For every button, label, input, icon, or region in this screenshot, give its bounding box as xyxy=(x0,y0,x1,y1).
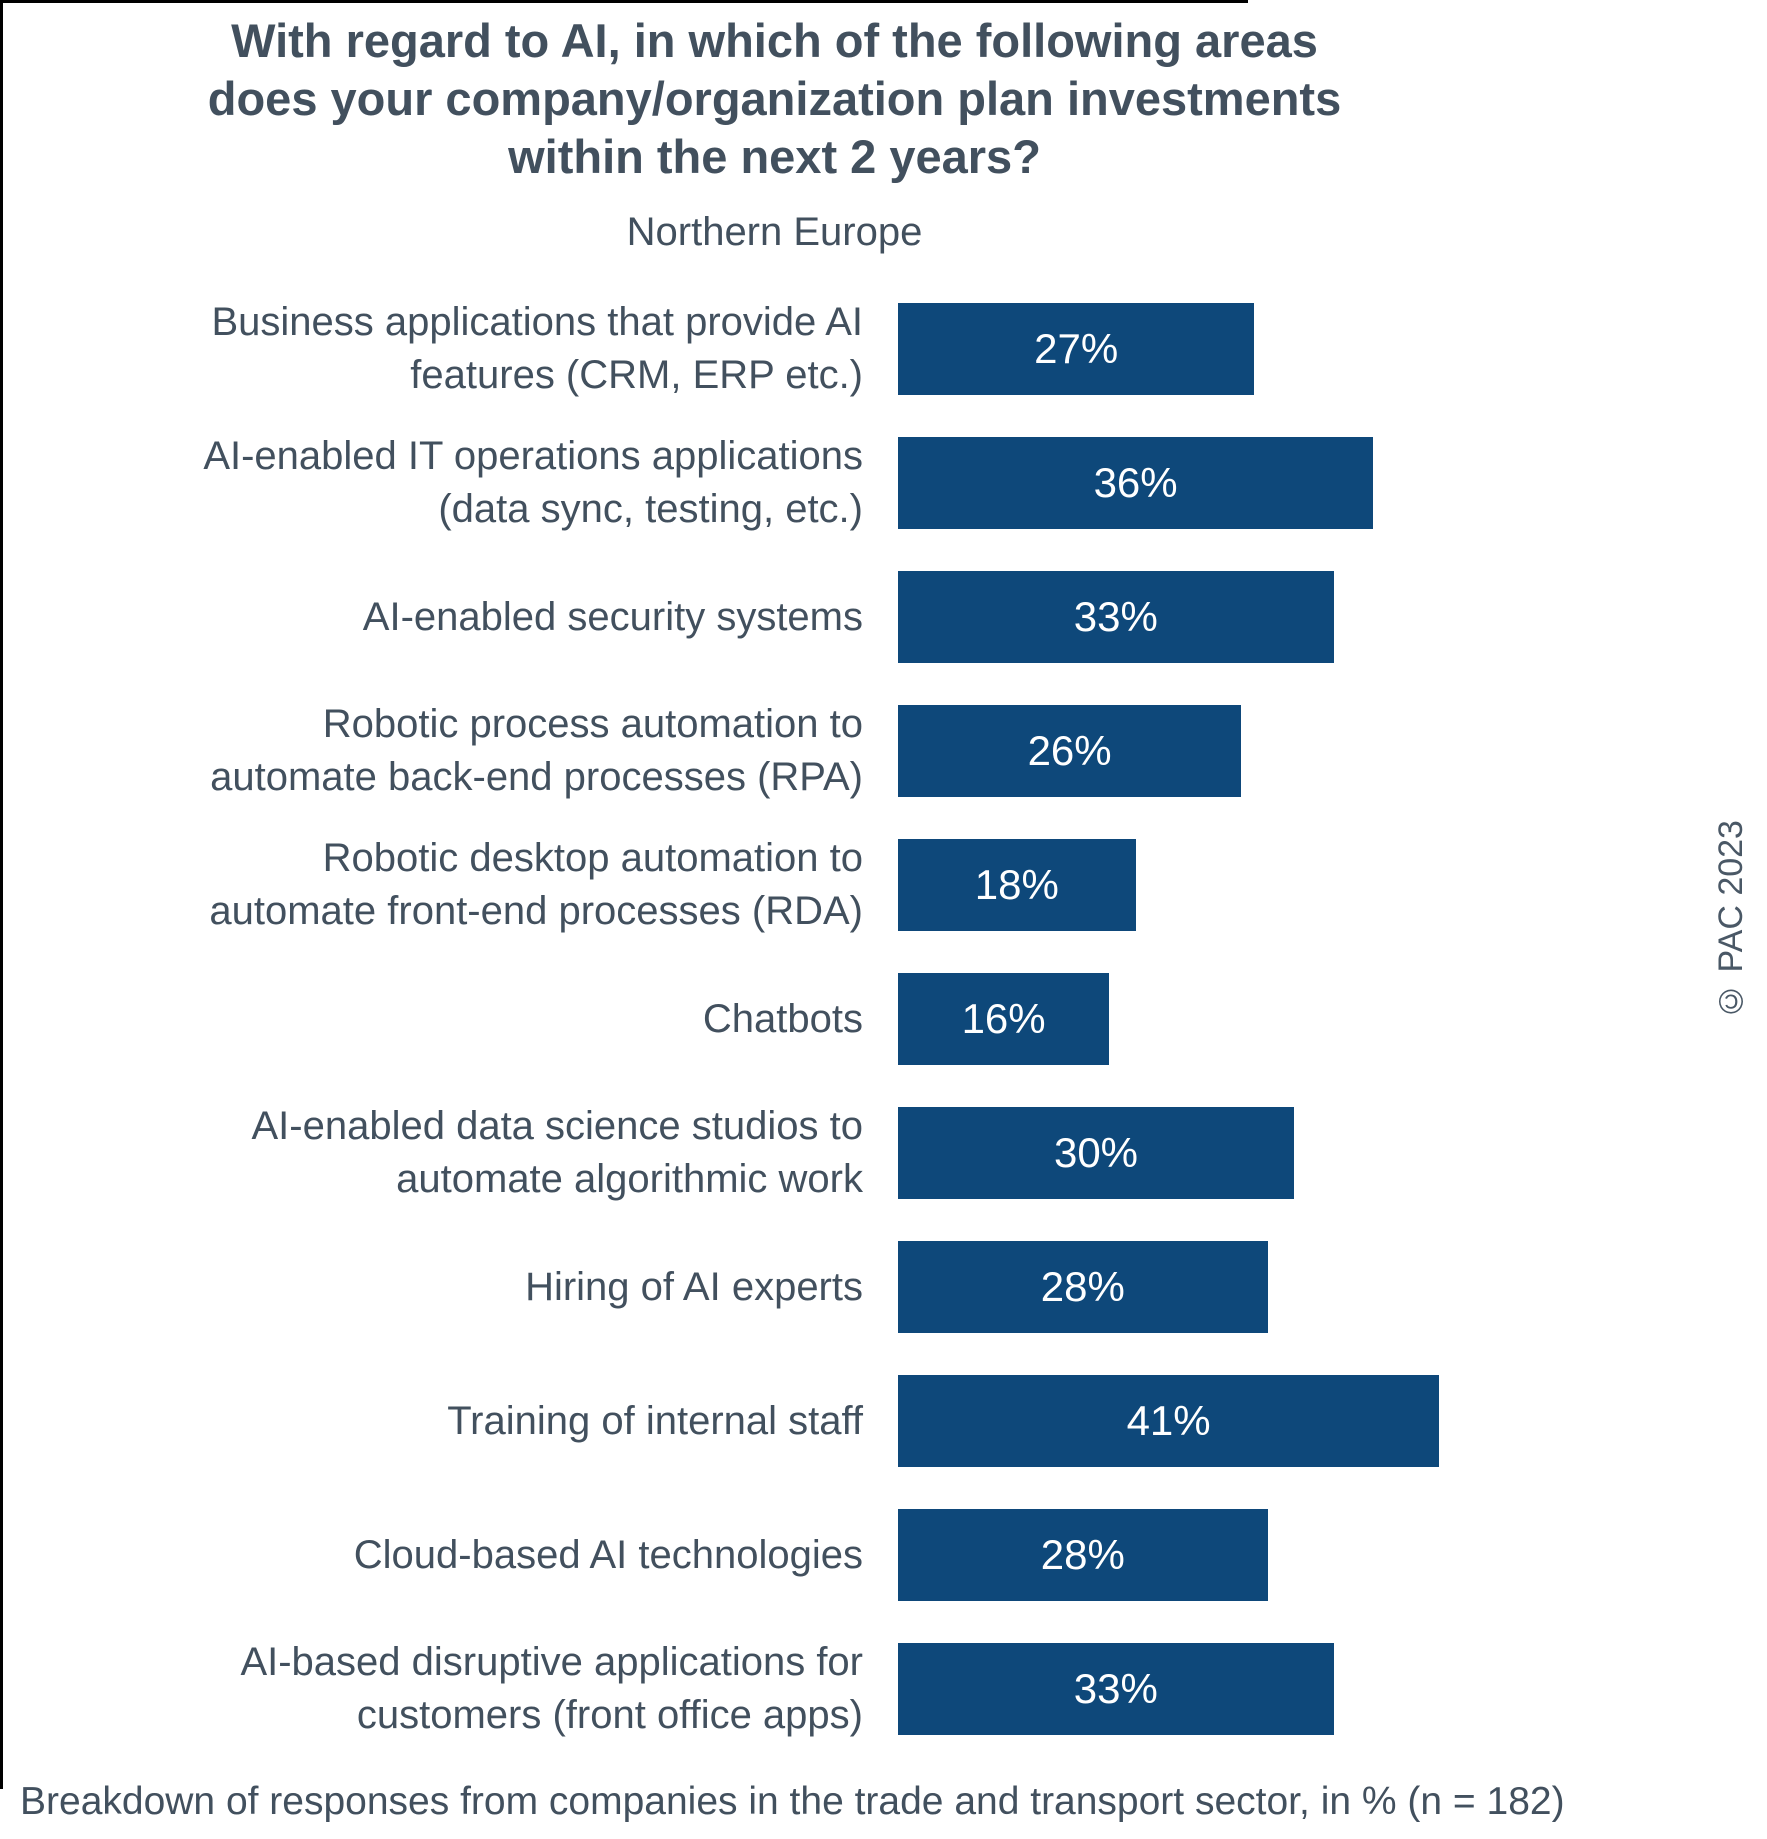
category-label: Business applications that provide AI fe… xyxy=(211,300,863,397)
chart-row: Training of internal staff 41% xyxy=(0,1354,1767,1488)
chart-row: Chatbots 16% xyxy=(0,952,1767,1086)
bar-track: 33% xyxy=(863,571,1767,663)
copyright-watermark: © PAC 2023 xyxy=(1712,819,1750,1020)
chart-row: Robotic desktop automation to automate f… xyxy=(0,818,1767,952)
bar-value-label: 28% xyxy=(1040,1531,1125,1578)
chart-title-line-2: does your company/organization plan inve… xyxy=(207,72,1342,125)
chart-title-line-3: within the next 2 years? xyxy=(508,130,1041,183)
bar-track: 26% xyxy=(863,705,1767,797)
chart-header: With regard to AI, in which of the follo… xyxy=(0,12,1549,256)
category-label: Cloud-based AI technologies xyxy=(353,1532,863,1577)
bar: 26% xyxy=(898,705,1242,797)
bar-value-label: 36% xyxy=(1093,459,1178,506)
chart-row: AI-based disruptive applications for cus… xyxy=(0,1622,1767,1756)
bar-value-label: 18% xyxy=(974,861,1059,908)
category-label: Robotic desktop automation to automate f… xyxy=(209,836,863,933)
bar-value-label: 33% xyxy=(1073,1665,1158,1712)
frame-border-left xyxy=(0,0,3,1789)
bar-value-label: 30% xyxy=(1053,1129,1139,1176)
bar: 18% xyxy=(898,839,1136,931)
category-label: AI-based disruptive applications for cus… xyxy=(240,1640,863,1737)
bar: 28% xyxy=(898,1509,1268,1601)
chart-row: AI-enabled data science studios to autom… xyxy=(0,1086,1767,1220)
bar-value-label: 28% xyxy=(1040,1263,1125,1310)
category-label: AI-enabled security systems xyxy=(362,594,863,639)
bar-track: 30% xyxy=(863,1107,1767,1199)
bar-value-label: 16% xyxy=(961,995,1046,1042)
bar-value-label: 41% xyxy=(1126,1397,1211,1444)
bar-track: 41% xyxy=(863,1375,1767,1467)
bar: 36% xyxy=(898,437,1374,529)
chart-title-line-1: With regard to AI, in which of the follo… xyxy=(231,14,1318,67)
bar-track: 36% xyxy=(863,437,1767,529)
category-label: AI-enabled IT operations applications (d… xyxy=(203,434,863,531)
bar-track: 28% xyxy=(863,1241,1767,1333)
bar-track: 18% xyxy=(863,839,1767,931)
category-label: Training of internal staff xyxy=(447,1398,863,1443)
category-label: Hiring of AI experts xyxy=(525,1264,863,1309)
bar-track: 27% xyxy=(863,303,1767,395)
bar-track: 16% xyxy=(863,973,1767,1065)
bar: 41% xyxy=(898,1375,1440,1467)
category-label: Robotic process automation to automate b… xyxy=(210,702,863,799)
chart-row: Business applications that provide AI fe… xyxy=(0,282,1767,416)
footnote: Breakdown of responses from companies in… xyxy=(20,1780,1565,1823)
chart-subtitle: Northern Europe xyxy=(626,210,923,254)
bar: 33% xyxy=(898,1643,1334,1735)
bar-track: 33% xyxy=(863,1643,1767,1735)
bar: 33% xyxy=(898,571,1334,663)
bar: 16% xyxy=(898,973,1110,1065)
bar: 28% xyxy=(898,1241,1268,1333)
chart-row: AI-enabled IT operations applications (d… xyxy=(0,416,1767,550)
chart-row: Cloud-based AI technologies 28% xyxy=(0,1488,1767,1622)
bar-track: 28% xyxy=(863,1509,1767,1601)
bar: 30% xyxy=(898,1107,1294,1199)
bar-value-label: 26% xyxy=(1027,727,1112,774)
frame-border-top xyxy=(0,0,1248,3)
chart-row: Robotic process automation to automate b… xyxy=(0,684,1767,818)
chart-title: With regard to AI, in which of the follo… xyxy=(0,12,1549,186)
bar: 27% xyxy=(898,303,1255,395)
category-label: Chatbots xyxy=(702,996,863,1041)
bar-value-label: 33% xyxy=(1073,593,1158,640)
bar-chart: Business applications that provide AI fe… xyxy=(0,282,1767,1756)
bar-value-label: 27% xyxy=(1034,325,1119,372)
chart-row: AI-enabled security systems 33% xyxy=(0,550,1767,684)
chart-row: Hiring of AI experts 28% xyxy=(0,1220,1767,1354)
category-label: AI-enabled data science studios to autom… xyxy=(251,1104,863,1201)
